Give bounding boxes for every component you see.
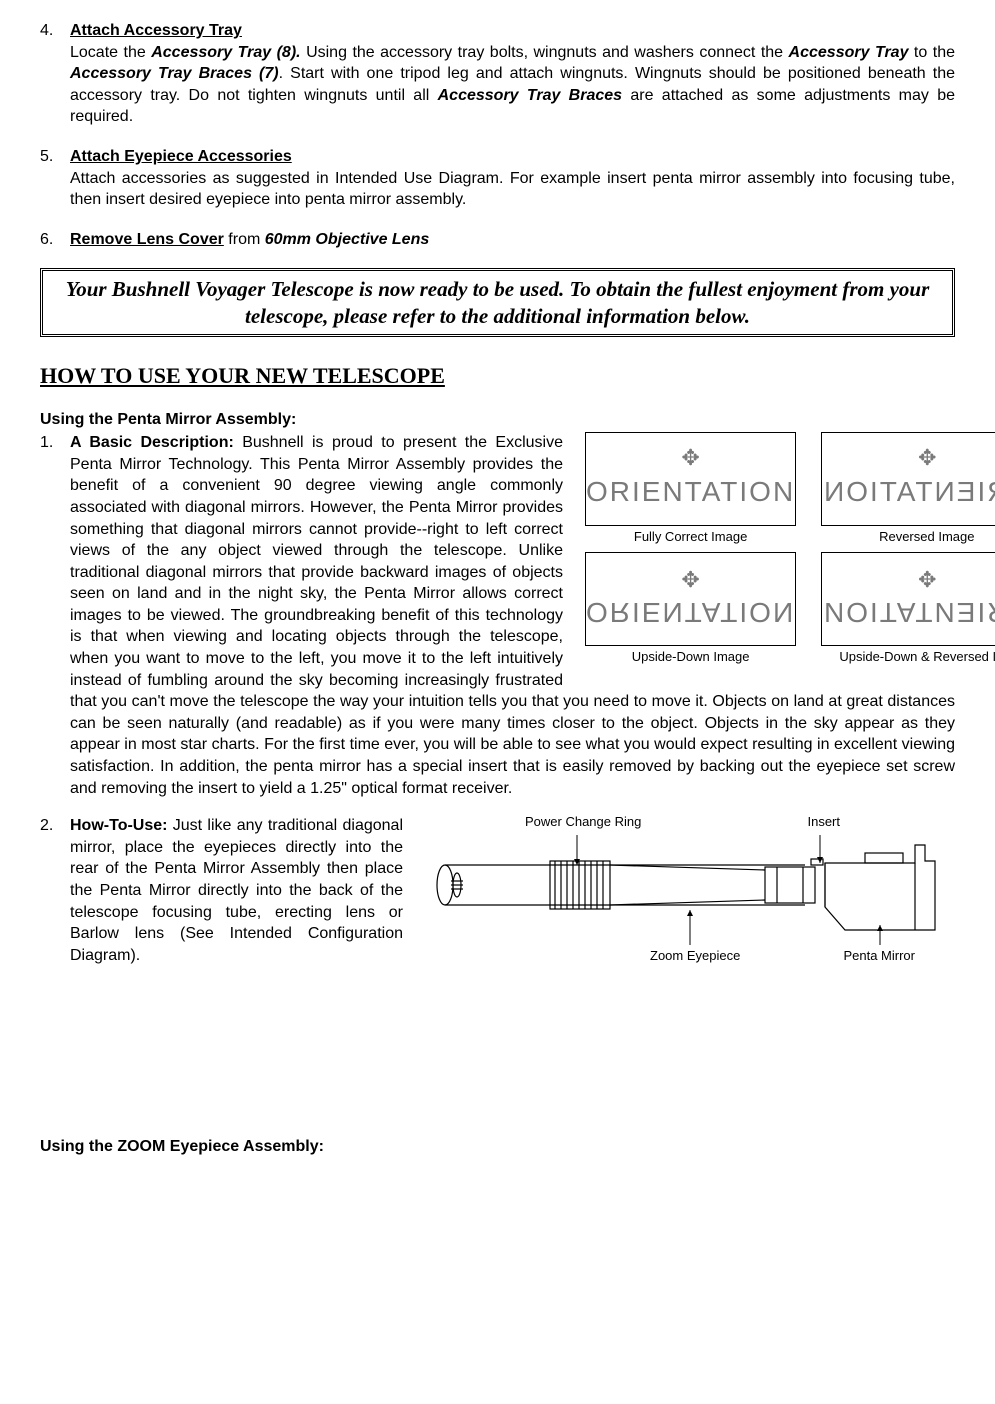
diag-reversed: ✥ ORIENTATION Reversed Image [821, 432, 995, 546]
diag-upside-reversed: ✥ ORIENTATION Upside-Down & Reversed Ima [821, 552, 995, 666]
label-zoom: Zoom Eyepiece [650, 947, 740, 965]
orient-word: ORIENTATION [586, 473, 795, 511]
orientation-diagrams: ✥ ORIENTATION Fully Correct Image ✥ ORIE… [585, 432, 955, 671]
label-insert: Insert [807, 813, 840, 831]
step-body: Attach Eyepiece Accessories Attach acces… [70, 146, 955, 211]
step-title: Attach Eyepiece Accessories [70, 148, 292, 165]
t: Accessory Tray Braces (7) [70, 65, 279, 82]
sub-heading-penta: Using the Penta Mirror Assembly: [40, 409, 955, 431]
step-number: 5. [40, 146, 70, 211]
use-lead: A Basic Description: [70, 434, 234, 451]
t: to the [908, 44, 955, 61]
sub-heading-zoom: Using the ZOOM Eyepiece Assembly: [40, 1136, 955, 1158]
use-body: Power Change Ring Insert [70, 815, 955, 980]
use-num: 1. [40, 432, 70, 799]
diag-caption: Fully Correct Image [585, 528, 796, 546]
arrow-icon: ✥ [918, 447, 936, 469]
use-body: ✥ ORIENTATION Fully Correct Image ✥ ORIE… [70, 432, 955, 799]
section-heading: HOW TO USE YOUR NEW TELESCOPE [40, 361, 955, 391]
ready-callout: Your Bushnell Voyager Telescope is now r… [40, 268, 955, 337]
arrow-icon: ✥ [918, 567, 936, 589]
use-item-2: 2. Power Change Ring Insert [40, 815, 955, 980]
step-title: Remove Lens Cover [70, 231, 224, 248]
orient-word: ORIENTATION [822, 473, 995, 511]
step-title: Attach Accessory Tray [70, 22, 242, 39]
penta-assembly-diagram: Power Change Ring Insert [425, 815, 955, 980]
label-power-ring: Power Change Ring [525, 813, 641, 831]
step-5: 5. Attach Eyepiece Accessories Attach ac… [40, 146, 955, 211]
orient-word: ORIENTATION [822, 593, 995, 631]
arrow-icon: ✥ [681, 567, 699, 589]
diag-caption: Reversed Image [821, 528, 995, 546]
t: Accessory Tray Braces [438, 87, 622, 104]
t: Locate the [70, 44, 151, 61]
assembly-steps-list: 4. Attach Accessory Tray Locate the Acce… [40, 20, 955, 250]
step-body: Attach Accessory Tray Locate the Accesso… [70, 20, 955, 128]
step-body: Remove Lens Cover from 60mm Objective Le… [70, 229, 955, 251]
arrow-icon: ✥ [681, 447, 699, 469]
t: Accessory Tray [789, 44, 909, 61]
orient-word: ORIENTATION [586, 593, 795, 631]
step-4: 4. Attach Accessory Tray Locate the Acce… [40, 20, 955, 128]
label-penta: Penta Mirror [843, 947, 915, 965]
t: Accessory Tray (8). [151, 44, 300, 61]
step-6: 6. Remove Lens Cover from 60mm Objective… [40, 229, 955, 251]
step-number: 6. [40, 229, 70, 251]
use-item-1: 1. ✥ ORIENTATION Fully Correct Image ✥ [40, 432, 955, 799]
use-text: Just like any traditional diagonal mirro… [70, 817, 403, 964]
t: Attach accessories as suggested in Inten… [70, 170, 955, 209]
use-lead: How-To-Use: [70, 817, 167, 834]
diag-caption: Upside-Down & Reversed Ima [821, 648, 995, 666]
diag-fully-correct: ✥ ORIENTATION Fully Correct Image [585, 432, 796, 546]
t: Using the accessory tray bolts, wingnuts… [301, 44, 789, 61]
t: from [224, 231, 265, 248]
diag-upside-down: ✥ ORIENTATION Upside-Down Image [585, 552, 796, 666]
step-number: 4. [40, 20, 70, 128]
use-list: 1. ✥ ORIENTATION Fully Correct Image ✥ [40, 432, 955, 980]
t: 60mm Objective Lens [265, 231, 430, 248]
diag-caption: Upside-Down Image [585, 648, 796, 666]
use-num: 2. [40, 815, 70, 980]
